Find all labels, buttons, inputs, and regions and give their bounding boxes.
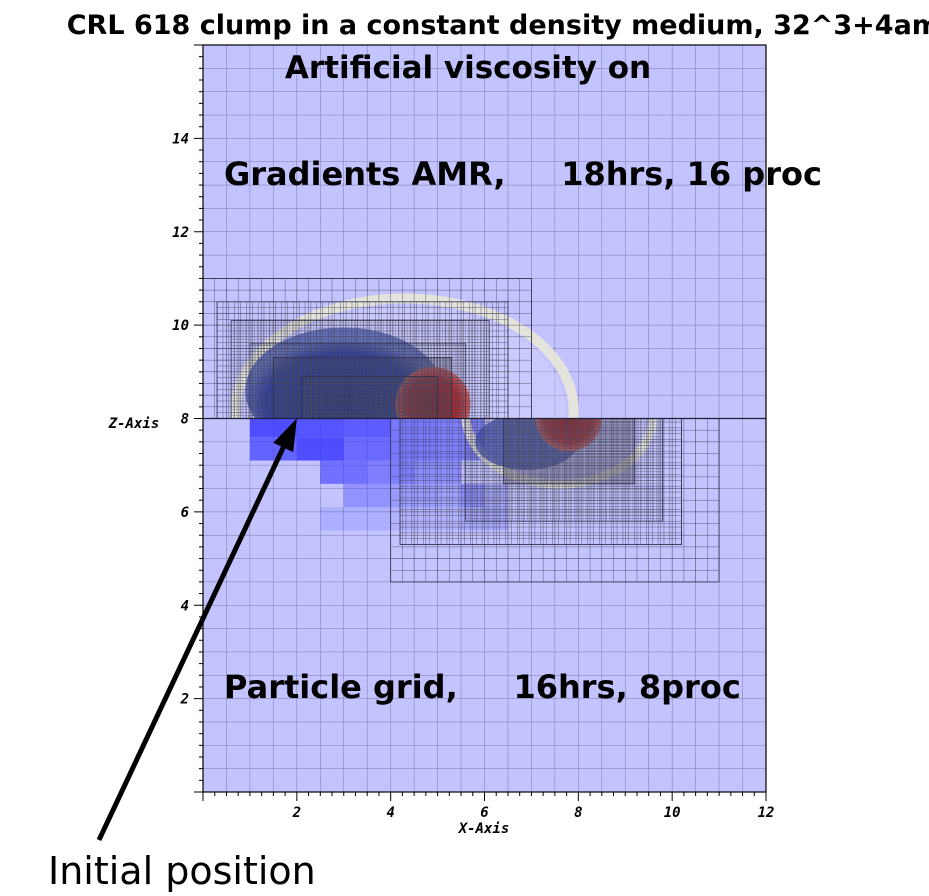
x-tick-label-6: 6	[480, 805, 488, 821]
lower-panel	[249, 418, 720, 583]
y-tick-label-6: 6	[181, 505, 189, 521]
x-axis-label: X-Axis	[458, 821, 510, 837]
annotation-top: Artificial viscosity on	[285, 50, 651, 86]
particle-block-8	[320, 460, 368, 484]
arrow-head	[273, 418, 297, 453]
arrow-label: Initial position	[48, 849, 316, 893]
y-tick-label-10: 10	[172, 318, 189, 334]
axes: 2 4 6 8 10 12 2 4 6 8 10 12 14	[172, 44, 775, 821]
y-tick-label-12: 12	[172, 225, 189, 241]
y-tick-label-2: 2	[180, 692, 189, 708]
y-tick-label-8: 8	[181, 412, 189, 428]
annotation-lower-half: Particle grid, 16hrs, 8proc	[224, 668, 741, 706]
annotation-upper-half: Gradients AMR, 18hrs, 16 proc	[224, 155, 822, 193]
upper-amr-level4-1	[301, 376, 438, 419]
plot-area	[202, 44, 767, 793]
chart-title: CRL 618 clump in a constant density medi…	[67, 10, 929, 41]
initial-position-arrow	[96, 418, 297, 842]
x-tick-label-10: 10	[664, 805, 681, 821]
x-tick-label-2: 2	[292, 805, 301, 821]
upper-shell	[230, 293, 579, 419]
particle-block-4	[296, 437, 344, 461]
particle-block-11	[343, 483, 391, 508]
x-tick-label-4: 4	[386, 805, 394, 821]
particle-block-14	[320, 507, 391, 531]
y-tick-label-14: 14	[172, 131, 189, 147]
upper-panel	[203, 278, 579, 419]
lower-amr-level4-0	[502, 418, 636, 485]
x-tick-label-8: 8	[574, 805, 582, 821]
y-tick-label-4: 4	[181, 598, 189, 614]
arrow-shaft	[96, 446, 286, 842]
particle-block-2	[343, 418, 391, 438]
y-axis-label: Z-Axis	[108, 416, 160, 432]
particle-block-5	[343, 437, 391, 461]
particle-block-1	[296, 418, 344, 438]
x-tick-label-12: 12	[758, 805, 775, 821]
lower-amr-level1-0	[390, 418, 720, 583]
